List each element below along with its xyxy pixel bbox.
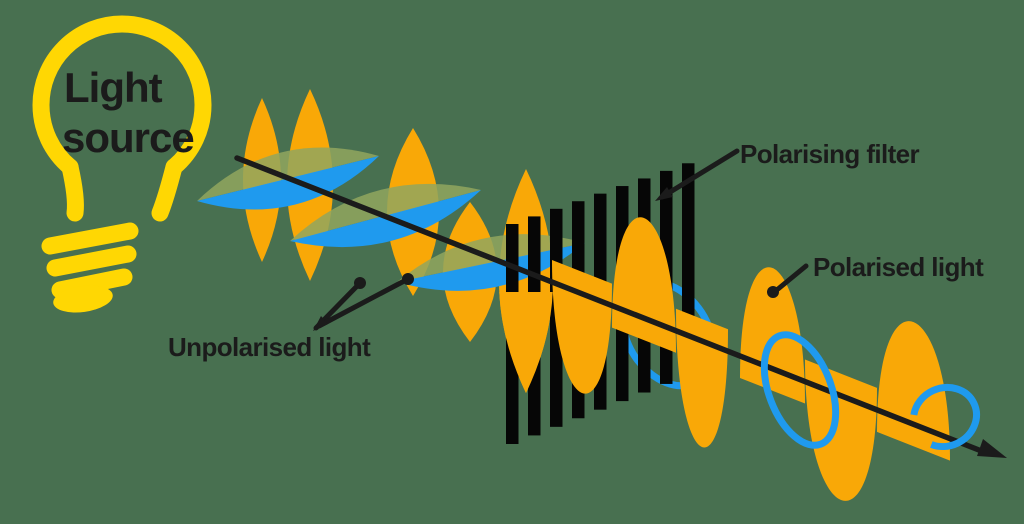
polarised-wave-lobe (740, 267, 805, 404)
label-polarising-filter: Polarising filter (740, 139, 920, 169)
propagation-axis-group (234, 155, 1007, 458)
label-unpolarised-light: Unpolarised light (168, 332, 371, 362)
polarised-wave-lobe (552, 259, 612, 394)
leader-dot-polarised (767, 286, 779, 298)
leader-arrowhead-unpolarised (313, 316, 328, 331)
bulb-base-tip (53, 285, 113, 313)
leader-dot-unpolarised (354, 277, 366, 289)
polarised-wave-lobe (805, 359, 877, 501)
bulb-thread-3 (51, 268, 133, 299)
bulb-glass-outline (32, 15, 212, 195)
annotation-group (313, 148, 809, 331)
blue-wave-petal-back (290, 183, 481, 241)
blue-wave-petal-back (197, 147, 379, 201)
leader-line-unpolarised (316, 276, 411, 329)
bulb-thread-1 (41, 222, 139, 255)
polarised-wave-lobe (877, 321, 950, 461)
propagation-axis (234, 155, 987, 455)
polarised-wave-lobe (676, 308, 728, 448)
blue-wave-ring (910, 383, 980, 451)
axis-arrowhead (977, 439, 1007, 458)
leader-arrowhead-filter (655, 187, 673, 201)
leader-line-filter (659, 148, 740, 200)
light-source-label-line1: Light (64, 64, 163, 111)
bulb-neck-right (151, 158, 183, 222)
light-source-label-line2: source (62, 114, 194, 161)
bulb-thread-2 (46, 245, 137, 277)
blue-wave-petal-front (197, 156, 379, 210)
leader-line-polarised (775, 263, 809, 292)
bulb-neck-left (61, 158, 84, 222)
blue-wave-ring (760, 331, 840, 449)
leader-dot-unpolarised (402, 273, 414, 285)
polarised-wave-group (499, 217, 950, 501)
label-polarised-light: Polarised light (813, 252, 984, 282)
polarised-wave-lobe (612, 217, 676, 353)
blue-ring-group (760, 331, 980, 451)
light-bulb: Light source (32, 15, 212, 313)
orange-wave-petal-front (499, 292, 553, 393)
